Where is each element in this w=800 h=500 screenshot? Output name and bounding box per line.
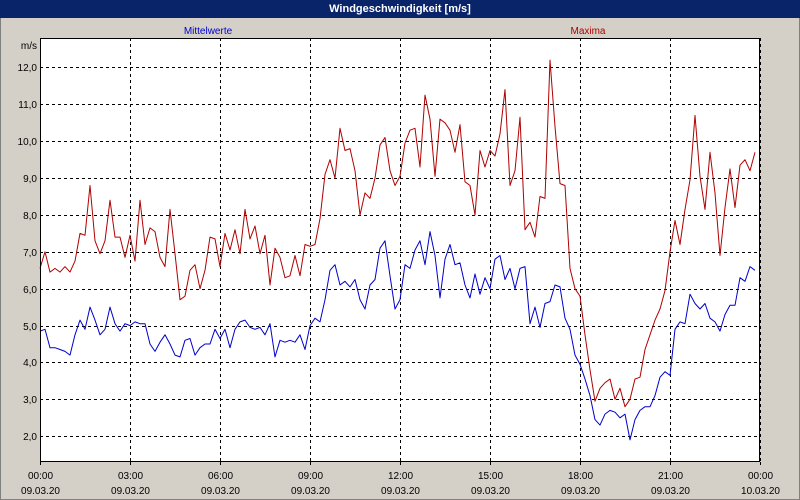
x-tick-date-label: 09.03.20 — [21, 486, 60, 497]
x-tick-date-label: 09.03.20 — [651, 486, 690, 497]
x-tick-time-label: 15:00 — [478, 471, 503, 482]
x-tick-time-label: 09:00 — [298, 471, 323, 482]
y-tick-label: 4,0 — [23, 358, 37, 369]
series-lines — [39, 59, 756, 441]
x-tick-date-label: 10.03.20 — [741, 486, 780, 497]
y-tick-label: 5,0 — [23, 322, 37, 333]
x-tick-time-label: 00:00 — [28, 471, 53, 482]
x-tick-date-label: 09.03.20 — [201, 486, 240, 497]
y-tick-label: 10,0 — [18, 137, 38, 148]
y-tick-labels: 2,0 3,0 4,0 5,0 6,0 7,0 8,0 9,0 10,0 11,0 12,0 — [18, 63, 38, 443]
y-tick-label: 7,0 — [23, 248, 37, 259]
y-tick-label: 9,0 — [23, 174, 37, 185]
plot-border — [40, 38, 760, 462]
x-tick-time-label: 21:00 — [658, 471, 683, 482]
x-tick-date-label: 09.03.20 — [381, 486, 420, 497]
y-tick-label: 3,0 — [23, 395, 37, 406]
x-tick-date-label: 09.03.20 — [471, 486, 510, 497]
chart-title-bar: Windgeschwindigkeit [m/s] — [0, 0, 800, 18]
y-tick-label: 6,0 — [23, 285, 37, 296]
x-tick-time-label: 00:00 — [748, 471, 773, 482]
y-tick-label: 11,0 — [18, 100, 37, 111]
axis-tick-marks — [40, 462, 761, 465]
x-tick-time-label: 12:00 — [388, 471, 413, 482]
series-line-mittelwerte — [39, 231, 756, 441]
y-axis-unit-label: m/s — [21, 41, 37, 52]
series-line-maxima — [39, 59, 756, 408]
x-tick-time-label: 06:00 — [208, 471, 233, 482]
y-tick-label: 12,0 — [18, 63, 38, 74]
legend-mittelwerte: Mittelwerte — [184, 26, 233, 37]
y-tick-label: 8,0 — [23, 211, 37, 222]
chart-title: Windgeschwindigkeit [m/s] — [329, 3, 471, 15]
x-tick-date-label: 09.03.20 — [561, 486, 600, 497]
x-tick-time-label: 03:00 — [118, 471, 143, 482]
x-tick-date-label: 09.03.20 — [291, 486, 330, 497]
x-tick-time-label: 18:00 — [568, 471, 593, 482]
x-tick-labels: 00:00 09.03.20 03:00 09.03.20 06:00 09.03.20 0… — [21, 471, 780, 497]
legend-maxima: Maxima — [570, 26, 605, 37]
y-tick-label: 2,0 — [23, 432, 37, 443]
x-tick-date-label: 09.03.20 — [111, 486, 150, 497]
